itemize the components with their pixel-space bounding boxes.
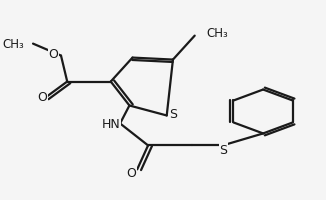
Text: O: O <box>126 167 137 180</box>
Text: CH₃: CH₃ <box>207 27 228 40</box>
Text: O: O <box>37 91 47 103</box>
Text: CH₃: CH₃ <box>3 38 24 51</box>
Text: O: O <box>48 48 58 61</box>
Text: HN: HN <box>101 117 120 130</box>
Text: S: S <box>170 107 178 120</box>
Text: S: S <box>219 143 227 156</box>
